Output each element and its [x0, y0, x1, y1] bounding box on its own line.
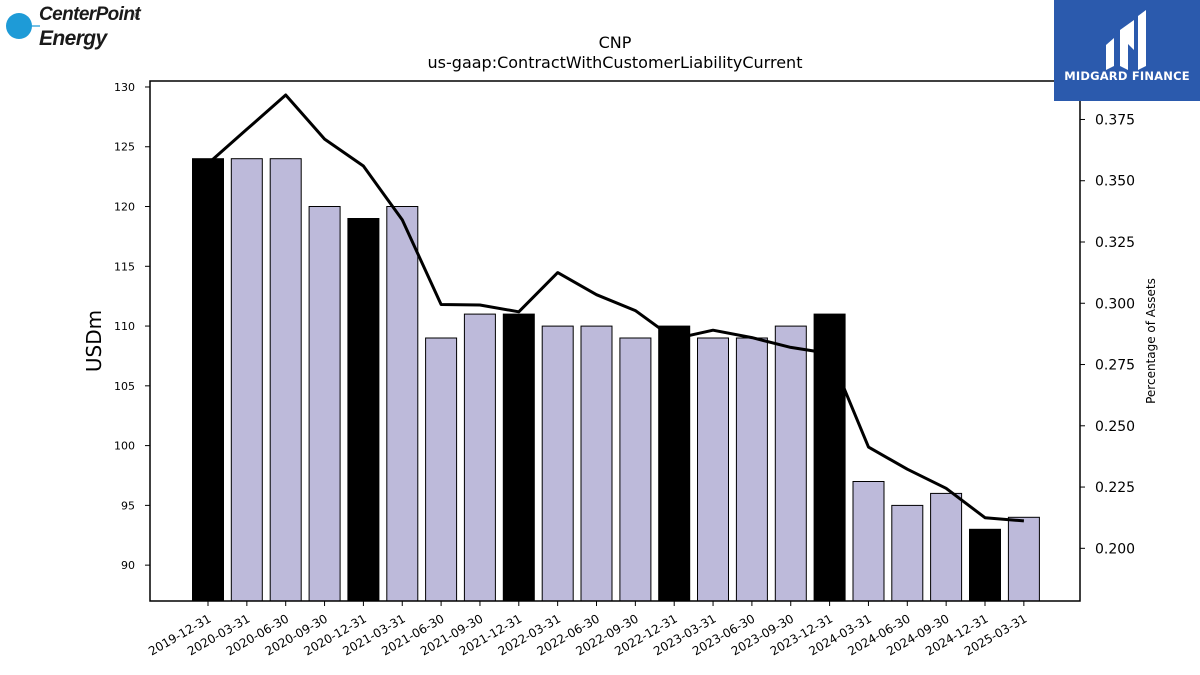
y2-tick-label-0.225: 0.225 [1095, 480, 1135, 496]
y-tick-label-115: 115 [114, 260, 135, 273]
bar-2023-06-30 [735, 337, 768, 602]
y2-tick-label-0.325: 0.325 [1095, 235, 1135, 251]
bar-2022-06-30 [580, 325, 613, 602]
centerpoint-logo: CenterPoint ® Energy [0, 0, 150, 56]
centerpoint-logo-reg: ® [134, 13, 140, 20]
y-tick-label-130: 130 [114, 81, 135, 94]
bar-2024-12-31 [969, 528, 1001, 602]
midgard-logo-text: MIDGARD FINANCE [1064, 69, 1190, 83]
bar-2024-03-31 [852, 481, 885, 602]
centerpoint-logo-line1: CenterPoint [39, 4, 141, 25]
centerpoint-logo-icon [6, 13, 40, 39]
bar-2020-12-31 [347, 218, 380, 602]
centerpoint-logo-line2: Energy [39, 27, 107, 50]
y2-tick-label-0.250: 0.250 [1095, 419, 1135, 435]
y2-tick-label-0.350: 0.350 [1095, 174, 1135, 190]
y2-tick-label-0.375: 0.375 [1095, 112, 1135, 128]
y-tick-label-110: 110 [114, 320, 135, 333]
bar-2022-03-31 [541, 325, 574, 602]
y-tick-label-100: 100 [114, 440, 135, 453]
bar-2022-12-31 [658, 325, 691, 602]
y2-tick-label-0.300: 0.300 [1095, 296, 1135, 312]
bar-2020-09-30 [308, 206, 341, 602]
y-tick-label-90: 90 [121, 559, 135, 572]
bar-2023-12-31 [813, 313, 846, 602]
bar-2023-09-30 [774, 325, 807, 602]
y2-tick-label-0.275: 0.275 [1095, 358, 1135, 374]
bar-2019-12-31 [192, 158, 224, 602]
y-axis-label: USDm [82, 310, 106, 372]
chart-subtitle: us-gaap:ContractWithCustomerLiabilityCur… [428, 53, 803, 72]
chart-title: CNP [599, 33, 632, 52]
bar-2020-06-30 [269, 158, 302, 602]
bar-2021-12-31 [502, 313, 535, 602]
bar-2024-09-30 [930, 492, 963, 602]
bar-2021-09-30 [463, 313, 496, 602]
y-tick-label-125: 125 [114, 141, 135, 154]
bars-group [192, 158, 1040, 602]
bar-2023-03-31 [697, 337, 729, 602]
y-axis-right: 0.200 0.225 0.250 0.275 0.300 0.325 0.350 0.375 [1080, 112, 1135, 557]
bar-2020-03-31 [230, 158, 263, 602]
bar-2024-06-30 [891, 504, 924, 602]
y-tick-label-120: 120 [114, 201, 135, 214]
midgard-logo-mark-icon [1106, 10, 1146, 70]
y-axis-left: 90 95 100 105 110 115 120 125 130 [114, 81, 150, 572]
bar-2021-06-30 [425, 337, 458, 602]
midgard-finance-logo: MIDGARD FINANCE [1054, 0, 1200, 101]
y2-axis-label: Percentage of Assets [1144, 278, 1158, 404]
percent-of-assets-line [207, 93, 1025, 523]
y-tick-label-95: 95 [121, 499, 135, 512]
bar-2021-03-31 [386, 206, 419, 602]
plot-frame [149, 80, 1081, 602]
x-axis: 2019-12-312020-03-312020-06-302020-09-30… [146, 601, 1029, 658]
y2-tick-label-0.200: 0.200 [1095, 541, 1135, 557]
y-tick-label-105: 105 [114, 380, 135, 393]
bar-2022-09-30 [619, 337, 652, 602]
bar-2025-03-31 [1007, 516, 1040, 602]
